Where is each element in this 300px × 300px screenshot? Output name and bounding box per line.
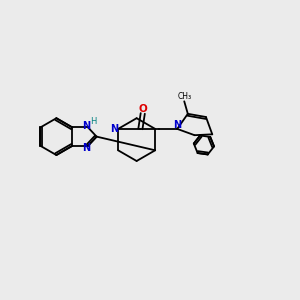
Text: CH₃: CH₃ xyxy=(178,92,192,101)
Text: N: N xyxy=(82,143,91,153)
Text: O: O xyxy=(138,104,147,114)
Text: N: N xyxy=(173,120,181,130)
Text: N: N xyxy=(110,124,118,134)
Text: H: H xyxy=(90,117,97,126)
Text: N: N xyxy=(82,121,91,131)
